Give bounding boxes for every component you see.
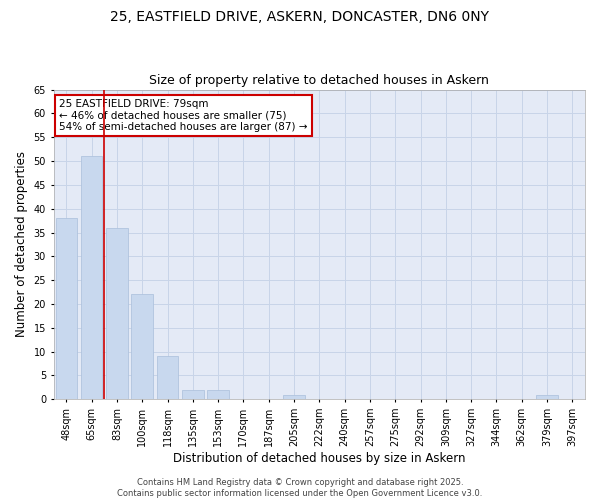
Text: 25, EASTFIELD DRIVE, ASKERN, DONCASTER, DN6 0NY: 25, EASTFIELD DRIVE, ASKERN, DONCASTER, … <box>110 10 490 24</box>
Bar <box>56 218 77 400</box>
Bar <box>81 156 103 400</box>
Bar <box>106 228 128 400</box>
Bar <box>536 394 558 400</box>
Y-axis label: Number of detached properties: Number of detached properties <box>15 152 28 338</box>
Bar <box>182 390 203 400</box>
Bar <box>131 294 153 400</box>
Title: Size of property relative to detached houses in Askern: Size of property relative to detached ho… <box>149 74 489 87</box>
Text: Contains HM Land Registry data © Crown copyright and database right 2025.
Contai: Contains HM Land Registry data © Crown c… <box>118 478 482 498</box>
X-axis label: Distribution of detached houses by size in Askern: Distribution of detached houses by size … <box>173 452 466 465</box>
Text: 25 EASTFIELD DRIVE: 79sqm
← 46% of detached houses are smaller (75)
54% of semi-: 25 EASTFIELD DRIVE: 79sqm ← 46% of detac… <box>59 99 308 132</box>
Bar <box>157 356 178 400</box>
Bar <box>208 390 229 400</box>
Bar <box>283 394 305 400</box>
